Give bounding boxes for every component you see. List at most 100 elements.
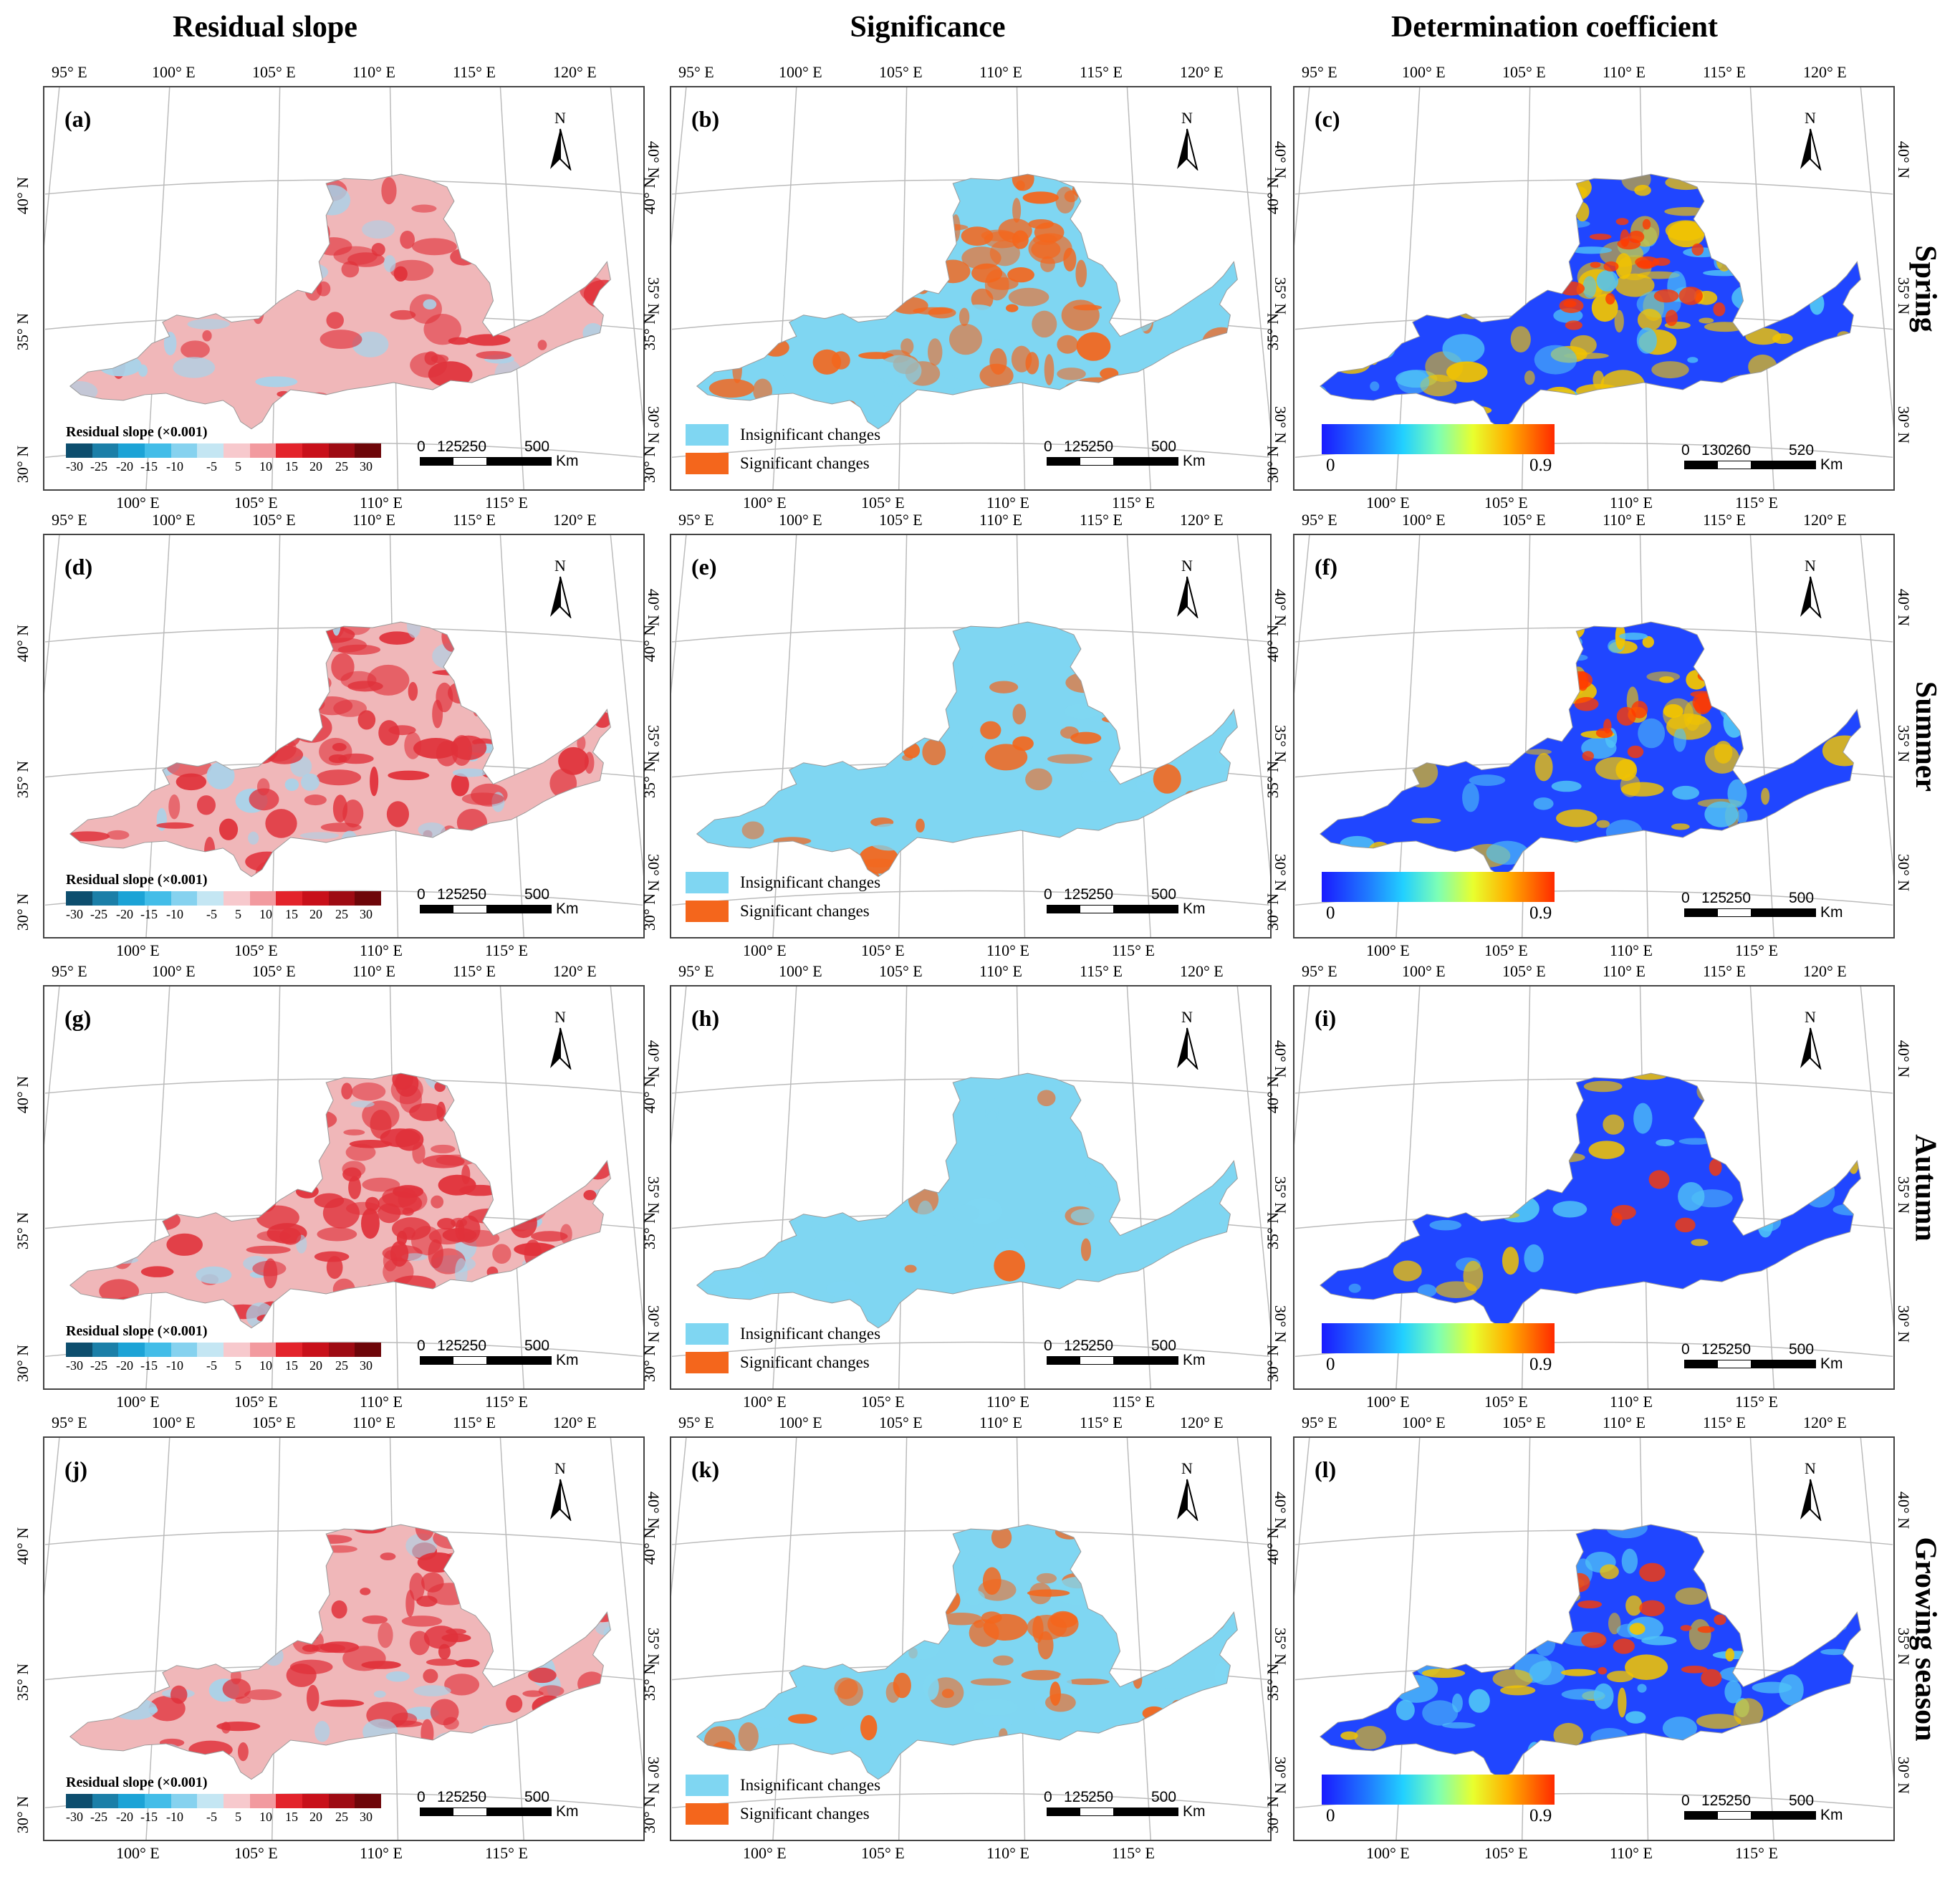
texture-blob bbox=[202, 330, 212, 342]
texture-blob bbox=[122, 1555, 163, 1575]
meridian-line bbox=[1749, 986, 1774, 1388]
texture-blob bbox=[69, 1690, 102, 1706]
texture-blob bbox=[517, 681, 528, 698]
texture-blob bbox=[74, 731, 101, 747]
texture-blob bbox=[1398, 1542, 1438, 1563]
texture-blob bbox=[102, 1661, 134, 1674]
texture-blob bbox=[1487, 661, 1511, 673]
texture-blob bbox=[1204, 224, 1230, 244]
texture-blob bbox=[1032, 310, 1057, 338]
texture-blob bbox=[1803, 1596, 1843, 1611]
texture-blob bbox=[1799, 1696, 1827, 1724]
texture-blob bbox=[1156, 1738, 1171, 1750]
texture-blob bbox=[300, 1110, 337, 1129]
texture-blob bbox=[713, 795, 731, 816]
scale-bar-number: 250 bbox=[1726, 1792, 1752, 1809]
texture-blob bbox=[1024, 627, 1060, 633]
legend-swatch bbox=[355, 891, 382, 906]
scale-bar-unit: Km bbox=[556, 1352, 579, 1368]
texture-blob bbox=[314, 1721, 330, 1742]
texture-blob bbox=[92, 228, 120, 234]
texture-blob bbox=[432, 1732, 466, 1759]
texture-blob bbox=[522, 226, 568, 234]
scale-bar-number: 0 bbox=[1681, 1341, 1690, 1358]
texture-blob bbox=[765, 647, 800, 676]
significance-legend: Insignificant changes Significant changes bbox=[686, 421, 915, 478]
texture-blob bbox=[1712, 1651, 1757, 1659]
longitude-tick-bottom: 100° E bbox=[116, 494, 160, 512]
legend-tick-label: -20 bbox=[116, 1810, 133, 1824]
texture-blob-peak bbox=[1627, 745, 1644, 759]
texture-blob bbox=[1687, 357, 1699, 363]
texture-blob bbox=[1108, 1582, 1148, 1594]
legend-swatch bbox=[118, 891, 145, 906]
longitude-tick-top: 110° E bbox=[979, 962, 1022, 980]
longitude-tick-top: 120° E bbox=[1803, 63, 1847, 81]
longitude-tick-top: 105° E bbox=[1502, 962, 1546, 980]
texture-blob bbox=[532, 1695, 566, 1718]
scale-bar-number: 250 bbox=[1088, 1338, 1114, 1354]
legend-swatch bbox=[302, 891, 329, 906]
texture-blob bbox=[244, 1689, 282, 1701]
legend-swatch bbox=[249, 891, 277, 906]
texture-blob bbox=[1120, 734, 1130, 763]
texture-blob bbox=[166, 1233, 203, 1256]
texture-blob bbox=[1232, 218, 1238, 241]
longitude-tick-bottom: 105° E bbox=[234, 941, 278, 959]
longitude-tick-top: 110° E bbox=[352, 63, 395, 81]
texture-blob bbox=[969, 1767, 996, 1780]
texture-blob bbox=[1216, 1109, 1229, 1137]
texture-blob bbox=[710, 653, 753, 669]
texture-blob bbox=[1344, 230, 1384, 237]
texture-blob bbox=[984, 1141, 999, 1156]
texture-blob bbox=[532, 1625, 576, 1640]
texture-blob bbox=[208, 1575, 230, 1581]
scale-bar-number: 0 bbox=[1044, 1789, 1052, 1805]
parallel-line bbox=[671, 890, 1270, 906]
texture-blob bbox=[117, 1750, 143, 1772]
longitude-tick-top: 110° E bbox=[352, 511, 395, 529]
legend-swatch bbox=[170, 1343, 198, 1357]
meridian-line bbox=[1521, 1438, 1531, 1840]
scale-bar-number: 125 bbox=[1701, 1341, 1727, 1358]
texture-blob bbox=[1110, 1563, 1145, 1593]
legend-tick-label: -30 bbox=[66, 459, 83, 474]
meridian-line bbox=[671, 1438, 687, 1597]
texture-blob bbox=[1542, 1176, 1563, 1189]
texture-blob bbox=[1832, 213, 1856, 236]
texture-blob bbox=[891, 297, 928, 315]
scale-bar: 0 125 250 500 Km bbox=[1044, 438, 1206, 474]
texture-blob bbox=[1461, 289, 1474, 298]
texture-blob bbox=[250, 1111, 277, 1136]
texture-blob bbox=[97, 1116, 117, 1144]
texture-blob bbox=[1779, 1674, 1804, 1706]
texture-blob bbox=[1625, 1595, 1643, 1616]
texture-blob bbox=[1411, 174, 1456, 181]
longitude-tick-top: 120° E bbox=[1803, 1413, 1847, 1431]
texture-blob bbox=[1081, 1315, 1098, 1328]
legend-title: Residual slope (×0.001) bbox=[66, 1775, 208, 1790]
latitude-tick-left: 35° N bbox=[14, 312, 32, 351]
texture-blob bbox=[1543, 1590, 1572, 1610]
meridian-line bbox=[1860, 535, 1893, 877]
texture-blob bbox=[69, 1109, 102, 1115]
texture-blob bbox=[919, 1234, 961, 1255]
color-ramp bbox=[1322, 1775, 1555, 1805]
texture-blob bbox=[432, 669, 478, 676]
texture-blob bbox=[455, 1258, 468, 1287]
texture-blob bbox=[1320, 385, 1327, 401]
meridian-line bbox=[1860, 87, 1893, 429]
texture-blob bbox=[161, 663, 175, 689]
texture-blob bbox=[1442, 334, 1485, 364]
texture-blob bbox=[1411, 817, 1441, 824]
texture-blob bbox=[423, 1669, 438, 1684]
texture-blob bbox=[156, 822, 194, 829]
north-label: N bbox=[1805, 1459, 1816, 1477]
texture-blob bbox=[595, 206, 605, 233]
texture-blob bbox=[77, 336, 95, 345]
texture-blob bbox=[543, 1133, 565, 1154]
texture-blob bbox=[1832, 808, 1846, 839]
longitude-tick-top: 115° E bbox=[1703, 511, 1746, 529]
legend-swatch bbox=[276, 1794, 303, 1808]
texture-blob bbox=[524, 1607, 540, 1622]
